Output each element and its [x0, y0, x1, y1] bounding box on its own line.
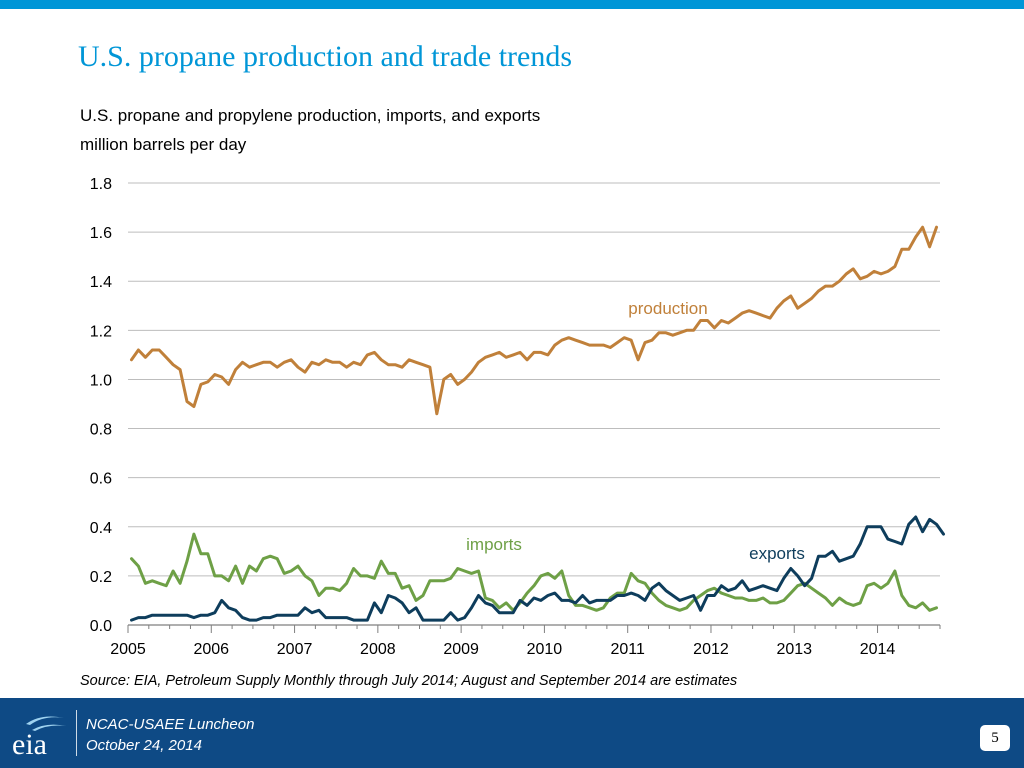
- line-chart: 0.00.20.40.60.81.01.21.41.61.8 2005 2006 2…: [90, 176, 945, 658]
- footer-divider: [76, 710, 77, 756]
- source-note: Source: EIA, Petroleum Supply Monthly th…: [80, 673, 738, 689]
- footer-bar: eia NCAC-USAEE Luncheon October 24, 2014…: [0, 698, 1024, 768]
- eia-logo: eia: [12, 716, 66, 760]
- y-tick-label: 0.0: [90, 618, 112, 635]
- x-tick-label: 2008: [360, 641, 396, 658]
- y-tick-label: 1.2: [90, 323, 112, 340]
- x-tick-label: 2009: [443, 641, 479, 658]
- chart-series: [130, 225, 945, 622]
- x-tick-label: 2010: [527, 641, 563, 658]
- event-date: October 24, 2014: [86, 737, 202, 754]
- y-tick-label: 0.8: [90, 422, 112, 439]
- x-tick-label: 2011: [610, 641, 645, 658]
- y-tick-label: 0.2: [90, 569, 112, 586]
- x-tick-label: 2007: [277, 641, 313, 658]
- y-tick-label: 1.8: [90, 176, 112, 193]
- series-line-production: [130, 225, 938, 416]
- logo-text: eia: [12, 728, 47, 760]
- chart-gridlines: [128, 182, 940, 577]
- event-name: NCAC-USAEE Luncheon: [86, 716, 255, 733]
- y-axis-ticks: 0.0 0.2 0.4 0.6 0.8 1.0 1.2 1.4 1.6 1.8: [90, 176, 112, 635]
- series-labels: production imports exports: [466, 299, 805, 563]
- series-label-production: production: [628, 299, 707, 318]
- series-label-exports: exports: [749, 544, 805, 563]
- top-accent-bar: [0, 0, 1024, 9]
- y-tick-label: 1.6: [90, 225, 112, 242]
- series-label-imports: imports: [466, 535, 522, 554]
- x-tick-label: 2013: [776, 641, 812, 658]
- y-tick-label: 1.4: [90, 274, 112, 291]
- y-tick-label: 0.6: [90, 471, 112, 488]
- x-tick-label: 2005: [110, 641, 146, 658]
- y-tick-label: 0.4: [90, 520, 112, 537]
- series-line-exports: [130, 515, 945, 622]
- chart-title: U.S. propane and propylene production, i…: [80, 106, 541, 125]
- x-axis: 2005 2006 2007 2008 2009 2010 2011 2012 2013 2014: [110, 624, 941, 658]
- x-tick-label: 2006: [193, 641, 229, 658]
- x-tick-label: 2012: [693, 641, 729, 658]
- chart-y-units: million barrels per day: [80, 135, 247, 154]
- x-tick-label: 2014: [860, 641, 896, 658]
- y-tick-label: 1.0: [90, 372, 112, 389]
- page-number: 5: [980, 725, 1010, 751]
- slide-title: U.S. propane production and trade trends: [78, 40, 573, 73]
